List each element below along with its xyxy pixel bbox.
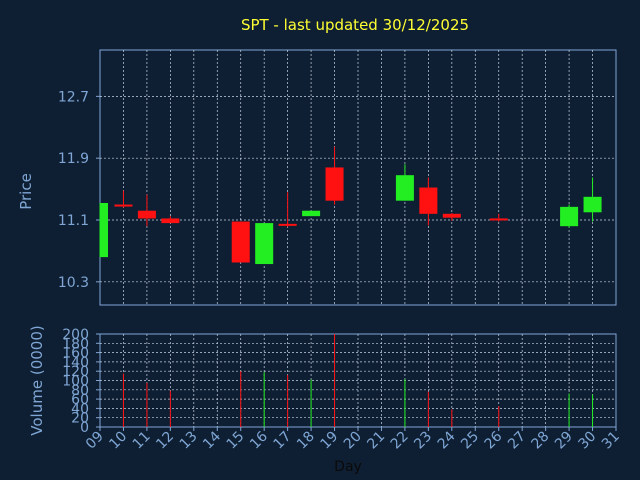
volume-tick-label: 20 xyxy=(71,411,89,427)
day-axis-label: Day xyxy=(334,459,362,475)
candle-body xyxy=(100,203,108,258)
candle-body xyxy=(278,223,297,226)
volume-tick-label: 0 xyxy=(80,420,89,436)
candle-body xyxy=(583,196,602,213)
candle-body xyxy=(395,175,414,201)
candle-body xyxy=(231,221,250,263)
candle-body xyxy=(560,206,579,227)
volume-tick-label: 100 xyxy=(62,374,89,390)
volume-tick-label: 160 xyxy=(62,346,89,362)
volume-tick-label: 60 xyxy=(71,392,89,408)
candle-body xyxy=(161,218,180,224)
candle-body xyxy=(114,204,133,207)
candle-body xyxy=(489,218,508,221)
price-tick-label: 11.9 xyxy=(58,151,89,167)
candle-body xyxy=(442,213,461,218)
price-panel: 10.3 11.1 11.9 12.7 Price xyxy=(17,49,617,306)
price-tick-label: 10.3 xyxy=(58,275,89,291)
volume-tick-label: 40 xyxy=(71,401,89,417)
candle-body xyxy=(419,187,438,214)
price-axis-label: Price xyxy=(17,173,35,210)
price-tick-label: 12.7 xyxy=(58,89,89,105)
volume-axis-label: Volume (0000) xyxy=(28,325,46,435)
volume-tick-label: 180 xyxy=(62,336,89,352)
volume-tick-label: 80 xyxy=(71,383,89,399)
candle-body xyxy=(325,167,344,201)
volume-tick-label: 120 xyxy=(62,364,89,380)
candle-body xyxy=(137,210,156,219)
candle-body xyxy=(255,223,274,265)
candle-body xyxy=(302,210,321,217)
volume-tick-label: 200 xyxy=(62,327,89,343)
price-tick-label: 11.1 xyxy=(58,213,89,229)
volume-tick-label: 140 xyxy=(62,355,89,371)
chart-title: SPT - last updated 30/12/2025 xyxy=(241,16,469,34)
